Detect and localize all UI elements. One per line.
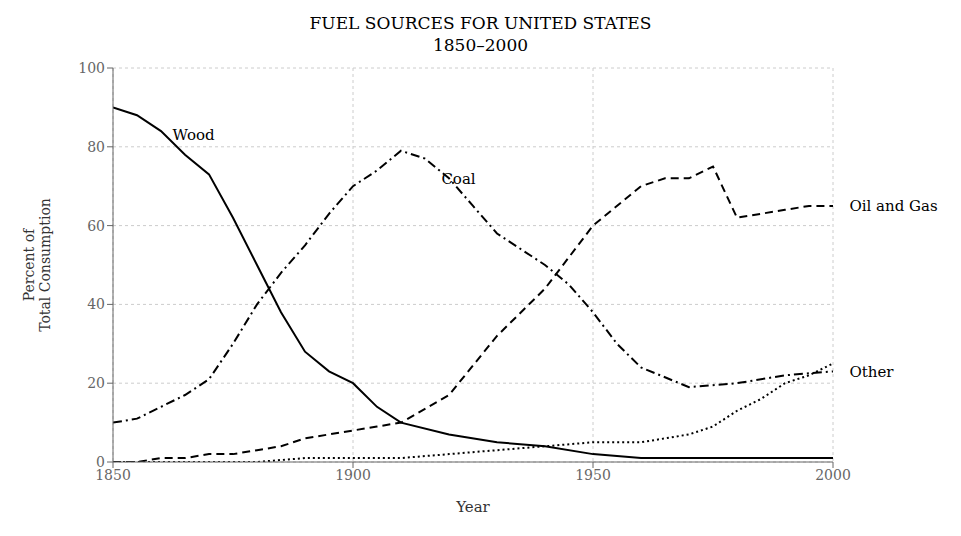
svg-text:20: 20 [87,375,105,391]
svg-text:2000: 2000 [815,467,851,483]
svg-text:Coal: Coal [441,170,475,188]
svg-text:100: 100 [78,60,105,76]
svg-text:Percent ofTotal Consumption: Percent ofTotal Consumption [21,198,54,332]
svg-text:40: 40 [87,296,105,312]
svg-text:1950: 1950 [575,467,611,483]
svg-text:Oil and Gas: Oil and Gas [849,197,937,215]
html-text:FUEL SOURCES FOR UNITED STATES: FUEL SOURCES FOR UNITED STATES [309,13,652,33]
svg-text:1900: 1900 [335,467,371,483]
svg-text:Wood: Wood [173,126,215,144]
svg-text:80: 80 [87,139,105,155]
html-text:1850–2000: 1850–2000 [433,35,528,55]
svg-text:Year: Year [455,498,490,516]
svg-text:60: 60 [87,218,105,234]
svg-text:0: 0 [96,454,105,470]
svg-text:Other: Other [849,363,894,381]
svg-text:1850: 1850 [95,466,131,483]
